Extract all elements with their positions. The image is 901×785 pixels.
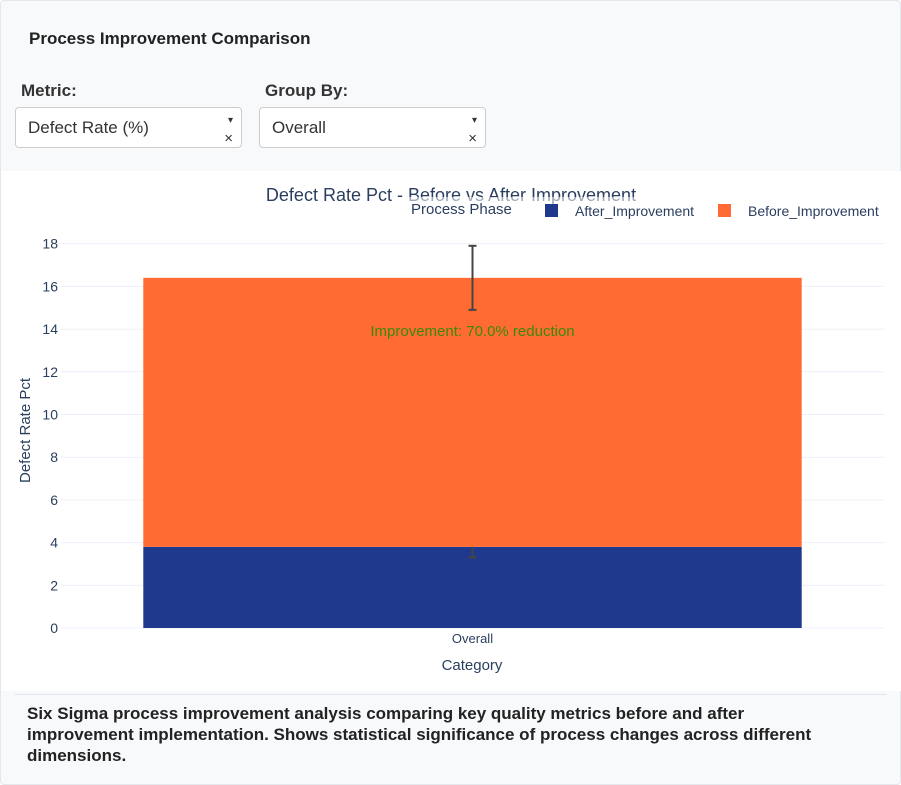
legend-label: Before_Improvement (748, 203, 879, 219)
improvement-annotation: Improvement: 70.0% reduction (370, 323, 574, 340)
group-by-label: Group By: (265, 81, 349, 100)
legend-background (406, 197, 884, 223)
y-tick-label: 10 (42, 406, 58, 422)
card-title: Process Improvement Comparison (29, 29, 311, 48)
chart-area: 0 2 4 6 8 10 12 14 16 18 Overall Improvement: 70.0%… (1, 171, 901, 691)
legend-swatch (718, 204, 731, 217)
y-tick-label: 4 (50, 535, 58, 551)
legend-label: After_Improvement (575, 203, 694, 219)
bar-after-improvement (143, 546, 802, 628)
x-tick-label: Overall (452, 631, 493, 646)
bar-before-improvement (143, 277, 802, 547)
clear-icon[interactable]: × (468, 130, 477, 147)
y-tick-label: 0 (50, 620, 58, 636)
divider (15, 694, 887, 695)
y-tick-label: 8 (50, 449, 58, 465)
y-tick-label: 2 (50, 577, 58, 593)
bar-chart: 0 2 4 6 8 10 12 14 16 18 Overall Improvement: 70.0%… (17, 185, 884, 674)
clear-icon[interactable]: × (224, 130, 233, 147)
chevron-down-icon[interactable]: ▾ (471, 115, 477, 126)
legend-title: Process Phase (411, 201, 512, 218)
metric-selected-value: Defect Rate (%) (28, 118, 149, 137)
y-tick-label: 18 (42, 236, 58, 252)
legend-swatch (545, 204, 558, 217)
metric-dropdown[interactable]: Defect Rate (%) ▾ × (15, 107, 242, 148)
y-tick-label: 14 (42, 321, 58, 337)
chart-description: Six Sigma process improvement analysis c… (27, 704, 812, 765)
x-axis-title: Category (442, 657, 503, 674)
group-by-dropdown[interactable]: Overall ▾ × (259, 107, 486, 148)
y-tick-label: 6 (50, 492, 58, 508)
y-axis-title: Defect Rate Pct (17, 377, 34, 483)
group-by-selected-value: Overall (272, 118, 326, 137)
y-tick-label: 16 (42, 278, 58, 294)
y-tick-label: 12 (42, 364, 58, 380)
chevron-down-icon[interactable]: ▾ (227, 115, 233, 126)
metric-label: Metric: (21, 81, 77, 100)
